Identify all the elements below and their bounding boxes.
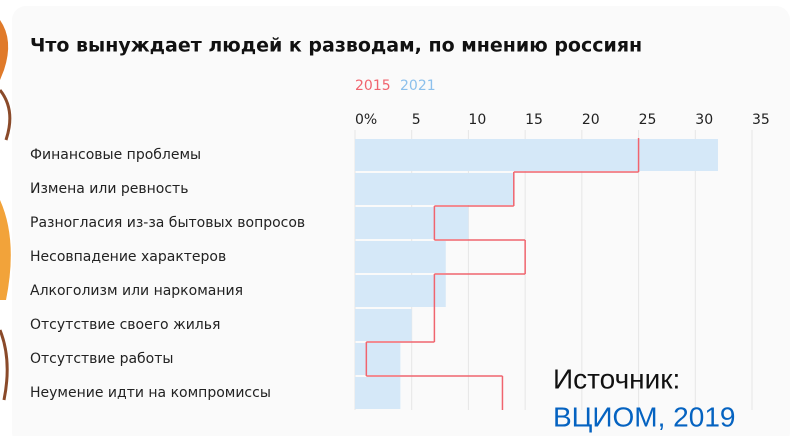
legend-entry: 2021 — [400, 78, 436, 94]
y-tick-label: Алкоголизм или наркомания — [30, 283, 243, 299]
y-tick-label: Разногласия из-за бытовых вопросов — [30, 215, 305, 231]
bar — [355, 207, 469, 239]
bar — [355, 139, 718, 171]
bar — [355, 173, 514, 205]
plot: 2015 2021 0% 5 10 15 20 25 30 35 Финансовые пробле… — [30, 78, 770, 410]
x-tick-label: 0% — [355, 112, 377, 128]
bar — [355, 275, 446, 307]
chart-title: Что вынуждает людей к разводам, по мнени… — [30, 35, 642, 57]
x-tick-label: 10 — [468, 112, 486, 128]
source-link[interactable]: ВЦИОМ, 2019 — [553, 401, 735, 432]
source-label: Источник: — [553, 363, 680, 394]
decoration — [0, 200, 11, 300]
y-tick-label: Несовпадение характеров — [30, 249, 226, 265]
decoration — [0, 329, 9, 401]
y-tick-label: Отсутствие своего жилья — [30, 317, 220, 333]
bar — [355, 343, 401, 375]
x-tick-label: 30 — [695, 112, 713, 128]
x-tick-label: 5 — [412, 112, 421, 128]
x-tick-label: 15 — [525, 112, 543, 128]
bar — [355, 309, 412, 341]
y-tick-label: Неумение идти на компромиссы — [30, 385, 271, 401]
bar — [355, 377, 401, 409]
bar — [355, 241, 446, 273]
x-tick-label: 25 — [639, 112, 657, 128]
legend-entry: 2015 — [355, 78, 391, 94]
y-tick-label: Измена или ревность — [30, 181, 188, 197]
decoration — [0, 89, 12, 141]
decoration — [0, 20, 9, 80]
y-tick-label: Финансовые проблемы — [30, 147, 201, 163]
x-tick-label: 35 — [752, 112, 770, 128]
y-tick-label: Отсутствие работы — [30, 351, 173, 367]
x-tick-label: 20 — [582, 112, 600, 128]
